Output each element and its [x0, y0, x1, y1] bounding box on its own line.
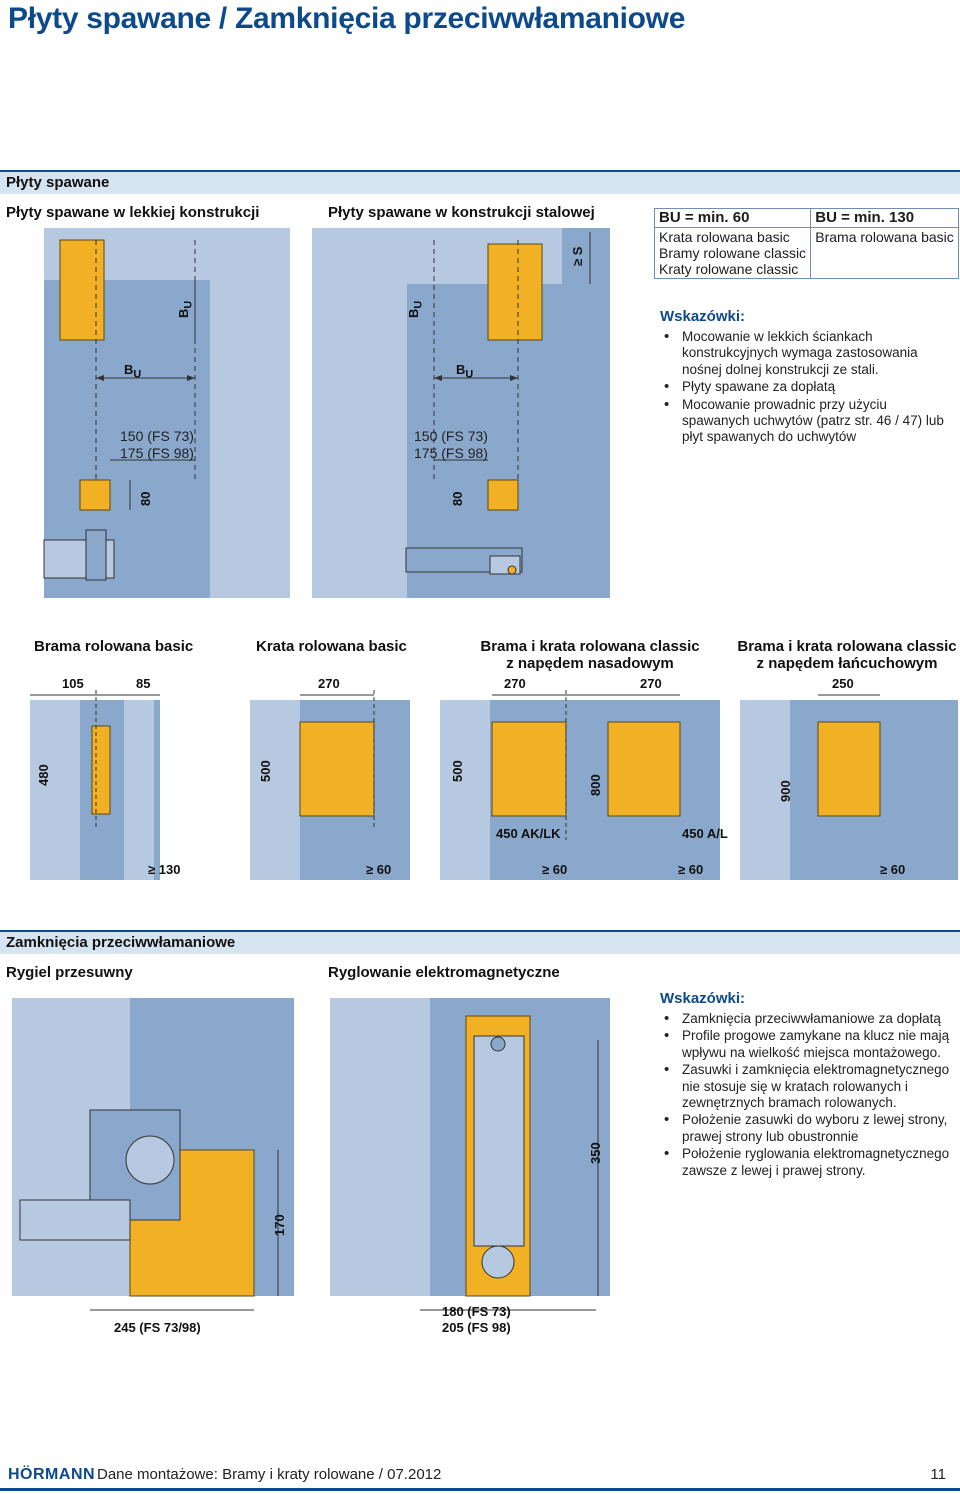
bu-table-head-130: BU = min. 130 [810, 208, 959, 228]
page-title: Płyty spawane / Zamknięcia przeciwwłaman… [8, 2, 686, 35]
plate-size-left-fs73: 150 (FS 73) [120, 428, 194, 444]
notes-burglary-heading: Wskazówki: [660, 990, 746, 1007]
note-welded-1: Mocowanie w lekkich ściankach konstrukcy… [660, 329, 956, 378]
note-burglary-2: Profile progowe zamykane na klucz nie ma… [660, 1028, 956, 1061]
steel-construction-title: Płyty spawane w konstrukcji stalowej [328, 204, 595, 221]
electromagnetic-title: Ryglowanie elektromagnetyczne [328, 964, 560, 981]
section-heading-burglary: Zamknięcia przeciwwłamaniowe [0, 930, 960, 954]
plate-size-left: 150 (FS 73) 175 (FS 98) [120, 428, 194, 462]
g1-dim-85: 85 [136, 676, 151, 691]
note-burglary-4: Położenie zasuwki do wyboru z lewej stro… [660, 1112, 956, 1145]
notes-welded: Wskazówki: Mocowanie w lekkich ściankach… [660, 308, 956, 447]
dim-180-205: 180 (FS 73) 205 (FS 98) [442, 1304, 511, 1336]
g4-dim-250: 250 [832, 676, 854, 691]
group3-title-line1: Brama i krata rolowana classic [480, 638, 700, 655]
footer-rule [0, 1488, 960, 1491]
hormann-logo: HÖRMANN [8, 1466, 96, 1483]
g2-min-60: ≥ 60 [366, 862, 392, 877]
plate-size-mid-fs98: 175 (FS 98) [414, 445, 488, 461]
bu-table-col2: Brama rolowana basic [810, 227, 959, 279]
bu-item-brama-basic: Brama rolowana basic [815, 229, 954, 245]
dim-170: 170 [272, 1214, 287, 1236]
plate-size-mid-fs73: 150 (FS 73) [414, 428, 488, 444]
g1-dim-105: 105 [62, 676, 84, 691]
sliding-bolt-title: Rygiel przesuwny [6, 964, 133, 981]
notes-welded-list: Mocowanie w lekkich ściankach konstrukcy… [660, 329, 956, 446]
g1-min-130: ≥ 130 [148, 862, 181, 877]
bu-table: BU = min. 60 BU = min. 130 Krata rolowan… [653, 208, 959, 279]
section-heading-welded-plates: Płyty spawane [0, 170, 960, 194]
g4-min-60: ≥ 60 [880, 862, 906, 877]
light-construction-title: Płyty spawane w lekkiej konstrukcji [6, 204, 260, 221]
bu-label-left: B [124, 362, 134, 377]
note-burglary-5: Położenie ryglowania elektromagnetyczneg… [660, 1146, 956, 1179]
bu-label-mid: B [456, 362, 466, 377]
group1-title: Brama rolowana basic [34, 638, 194, 655]
note-burglary-1: Zamknięcia przeciwwłamaniowe za dopłatą [660, 1011, 956, 1028]
g3-dim-270a: 270 [504, 676, 526, 691]
group4-title-line1: Brama i krata rolowana classic [737, 638, 957, 655]
group3-title-line2: z napędem nasadowym [506, 655, 674, 672]
g3-dim-270b: 270 [640, 676, 662, 691]
group4-title-line2: z napędem łańcuchowym [756, 655, 938, 672]
footer-text: Dane montażowe: Bramy i kraty rolowane /… [97, 1466, 442, 1483]
dim-180-fs73: 180 (FS 73) [442, 1304, 511, 1319]
notes-burglary-list: Zamknięcia przeciwwłamaniowe za dopłatą … [660, 1011, 956, 1179]
bu-item-bramy-classic: Bramy rolowane classic [659, 245, 807, 261]
g2-dim-270: 270 [318, 676, 340, 691]
plate-size-left-fs98: 175 (FS 98) [120, 445, 194, 461]
note-burglary-3: Zasuwki i zamknięcia elektromagnetyczneg… [660, 1062, 956, 1111]
g3-bottom-450: 450 AK/LK [496, 826, 561, 841]
group2-title: Krata rolowana basic [256, 638, 407, 655]
dim-350: 350 [588, 1142, 603, 1164]
bu-sub-left: U [133, 368, 142, 381]
g3-min-60: ≥ 60 [542, 862, 568, 877]
bu-table-col1: Krata rolowana basic Bramy rolowane clas… [653, 227, 812, 279]
group4-title: Brama i krata rolowana classic z napędem… [736, 638, 958, 672]
notes-welded-heading: Wskazówki: [660, 308, 746, 325]
page-number: 11 [930, 1466, 946, 1483]
g4-bottom-450: 450 A/L [682, 826, 728, 841]
note-welded-2: Płyty spawane za dopłatą [660, 379, 956, 396]
g3-min2-60: ≥ 60 [678, 862, 704, 877]
notes-burglary: Wskazówki: Zamknięcia przeciwwłamaniowe … [660, 990, 956, 1180]
dim-205-fs98: 205 (FS 98) [442, 1320, 511, 1335]
bu-item-krata-basic: Krata rolowana basic [659, 229, 790, 245]
group3-title: Brama i krata rolowana classic z napędem… [480, 638, 700, 672]
bu-item-kraty-classic: Kraty rolowane classic [659, 261, 799, 277]
bu-sub-mid: U [465, 368, 474, 381]
dim-245: 245 (FS 73/98) [114, 1320, 201, 1335]
note-welded-3: Mocowanie prowadnic przy użyciu spawanyc… [660, 397, 956, 446]
plate-size-mid: 150 (FS 73) 175 (FS 98) [414, 428, 488, 462]
